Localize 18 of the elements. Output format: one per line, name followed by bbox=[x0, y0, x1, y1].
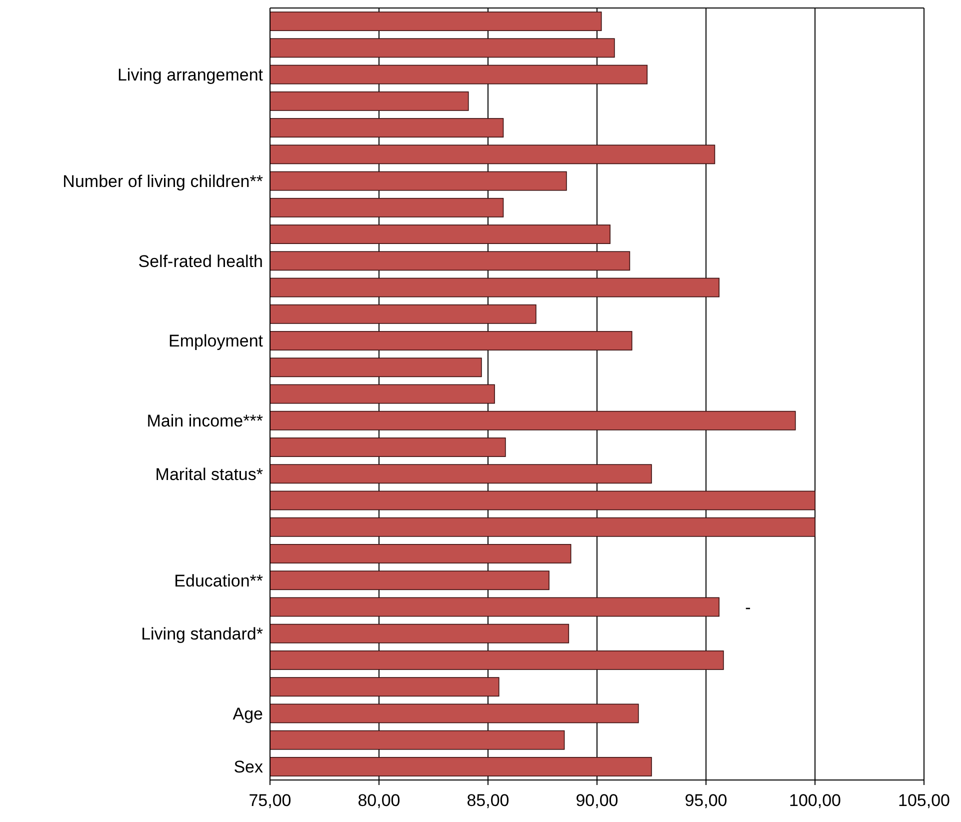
y-tick-label: Main income*** bbox=[146, 412, 264, 431]
x-tick-label: 95,00 bbox=[684, 791, 728, 810]
x-tick-label: 100,00 bbox=[789, 791, 841, 810]
x-tick-label: 75,00 bbox=[248, 791, 292, 810]
y-tick-label: Living standard* bbox=[141, 624, 264, 644]
x-tick-label: 90,00 bbox=[576, 791, 618, 810]
x-tick-label: 80,00 bbox=[358, 791, 400, 810]
x-tick-label: 85,00 bbox=[466, 791, 510, 810]
y-tick-label: Education** bbox=[174, 571, 264, 590]
y-tick-label: Sex bbox=[234, 758, 264, 777]
x-tick-label: 105,00 bbox=[898, 791, 950, 810]
y-tick-label: Self-rated health bbox=[138, 252, 263, 271]
y-tick-label: Age bbox=[232, 704, 263, 724]
y-tick-label: Number of living children** bbox=[62, 172, 264, 191]
annotation: - bbox=[745, 598, 751, 617]
y-tick-label: Employment bbox=[168, 332, 264, 351]
y-tick-label: Marital status* bbox=[155, 464, 264, 484]
y-tick-label: Living arrangement bbox=[117, 66, 264, 84]
